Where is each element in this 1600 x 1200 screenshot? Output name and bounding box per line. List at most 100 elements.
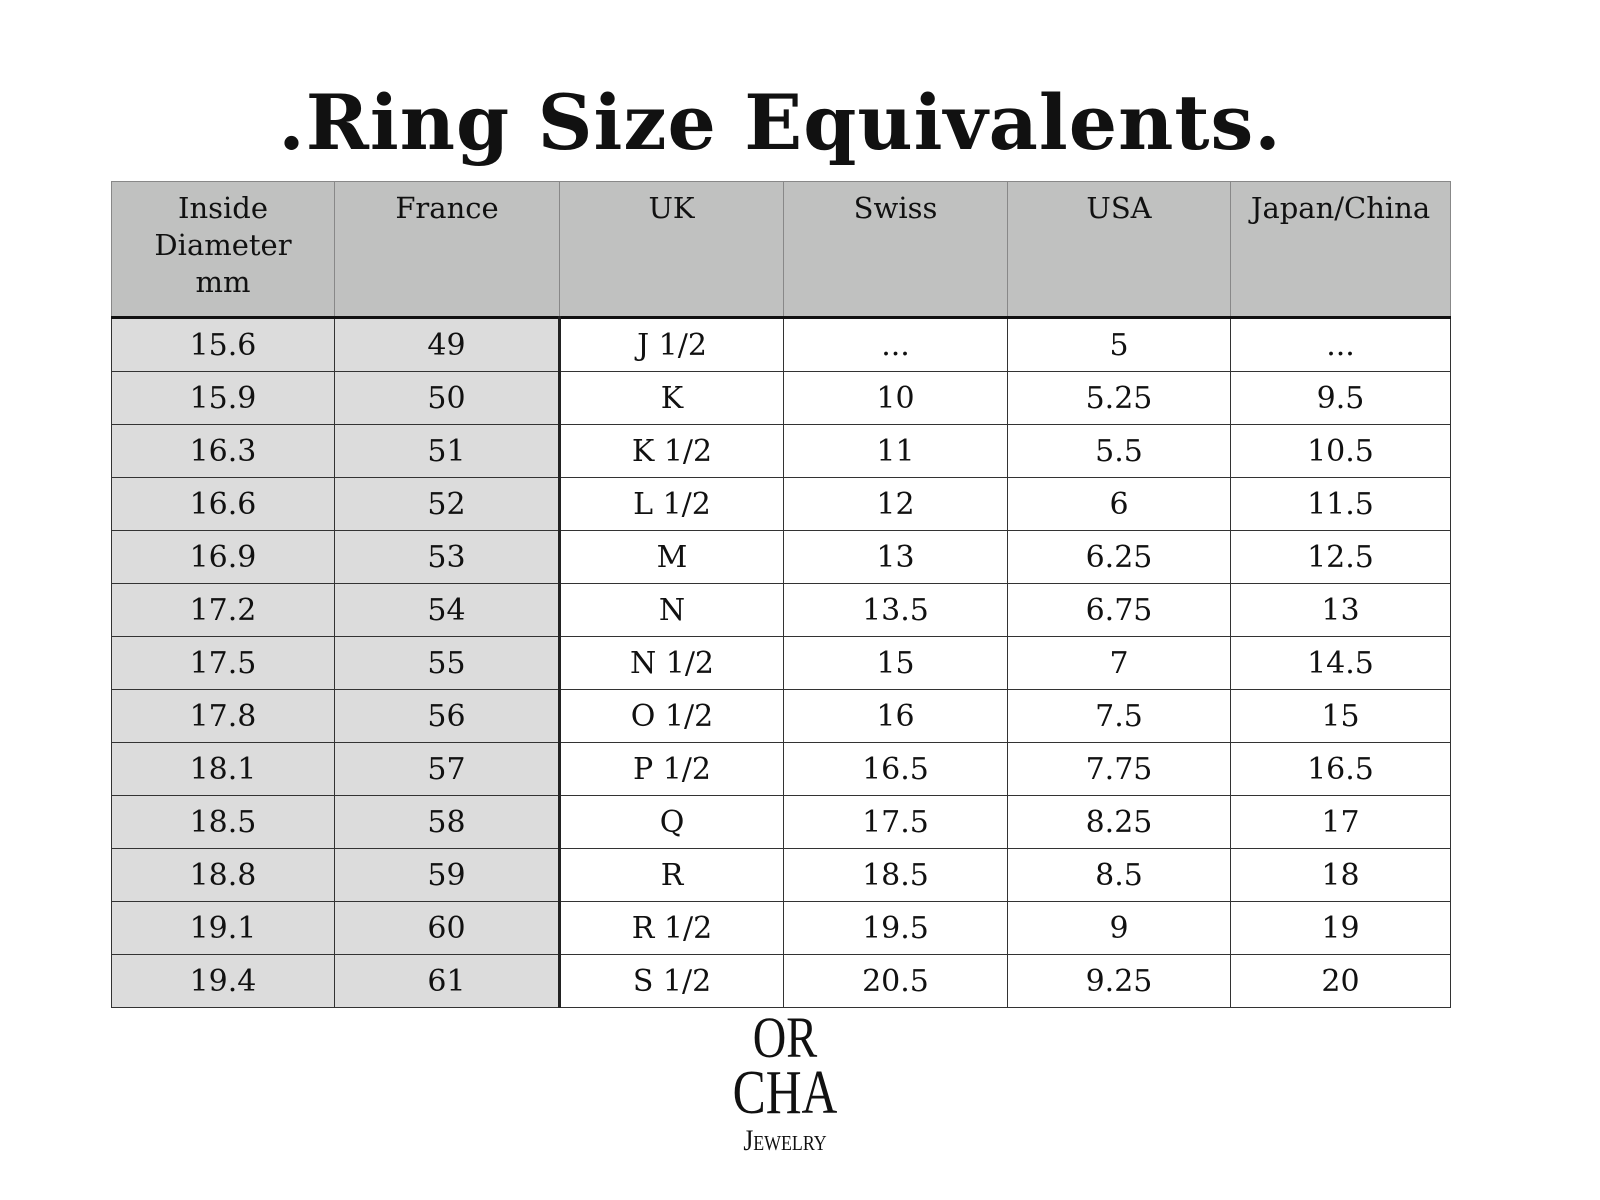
table-cell: 49 xyxy=(334,317,561,372)
table-cell: 10.5 xyxy=(1230,424,1451,478)
table-cell: 6.75 xyxy=(1007,583,1231,637)
table-cell: 5 xyxy=(1007,317,1231,372)
table-cell: R 1/2 xyxy=(559,901,784,955)
table-cell: 16 xyxy=(783,689,1008,743)
table-cell: 19.5 xyxy=(783,901,1008,955)
table-cell: N 1/2 xyxy=(559,636,784,690)
table-row: 18.8 59 R 18.5 8.5 18 xyxy=(111,848,1451,902)
column-header-line: Diameter xyxy=(154,228,292,262)
column-header: Inside Diameter mm xyxy=(111,181,335,318)
table-cell: 18.5 xyxy=(111,795,335,849)
table-row: 15.6 49 J 1/2... 5... xyxy=(111,317,1451,372)
table-cell: 5.5 xyxy=(1007,424,1231,478)
table-row: 17.2 54 N 13.5 6.75 13 xyxy=(111,583,1451,637)
table-cell: 18.1 xyxy=(111,742,335,796)
table-cell: 9.25 xyxy=(1007,954,1231,1008)
table-cell: 20 xyxy=(1230,954,1451,1008)
logo-line-2: CHA xyxy=(732,1059,838,1127)
table-cell: 52 xyxy=(334,477,561,531)
table-cell: S 1/2 xyxy=(559,954,784,1008)
table-cell: 57 xyxy=(334,742,561,796)
header-row: Inside Diameter mm France UK Swiss USA Japan/Ch… xyxy=(111,181,1451,318)
table-cell: 17.2 xyxy=(111,583,335,637)
table-cell: 9.5 xyxy=(1230,371,1451,425)
table-cell: 19 xyxy=(1230,901,1451,955)
table-cell: 14.5 xyxy=(1230,636,1451,690)
table-cell: M xyxy=(559,530,784,584)
table-cell: 50 xyxy=(334,371,561,425)
table-cell: 13.5 xyxy=(783,583,1008,637)
table-row: 19.1 60 R 1/2 19.5 9 19 xyxy=(111,901,1451,955)
table-row: 19.4 61 S 1/2 20.5 9.25 20 xyxy=(111,954,1451,1008)
table-cell: 12.5 xyxy=(1230,530,1451,584)
table-cell: 8.25 xyxy=(1007,795,1231,849)
table-row: 17.8 56 O 1/2 16 7.5 15 xyxy=(111,689,1451,743)
table-row: 15.9 50 K 10 5.25 9.5 xyxy=(111,371,1451,425)
table-cell: 16.5 xyxy=(783,742,1008,796)
table-row: 16.6 52 L 1/2 12 6 11.5 xyxy=(111,477,1451,531)
table-cell: 61 xyxy=(334,954,561,1008)
table-cell: 11 xyxy=(783,424,1008,478)
table-cell: J 1/2 xyxy=(559,317,784,372)
column-header: Swiss xyxy=(783,181,1008,318)
table-row: 18.1 57 P 1/2 16.5 7.75 16.5 xyxy=(111,742,1451,796)
table-row: 16.3 51 K 1/2 11 5.5 10.5 xyxy=(111,424,1451,478)
table-row: 17.5 55 N 1/2 15 7 14.5 xyxy=(111,636,1451,690)
table-cell: 17.5 xyxy=(783,795,1008,849)
table-cell: 17.5 xyxy=(111,636,335,690)
table-cell: 54 xyxy=(334,583,561,637)
table-cell: 19.4 xyxy=(111,954,335,1008)
table-cell: 7.5 xyxy=(1007,689,1231,743)
table-cell: P 1/2 xyxy=(559,742,784,796)
table-cell: N xyxy=(559,583,784,637)
table-cell: 15.9 xyxy=(111,371,335,425)
table-cell: 18.5 xyxy=(783,848,1008,902)
table-cell: 8.5 xyxy=(1007,848,1231,902)
table-cell: 20.5 xyxy=(783,954,1008,1008)
table-cell: 51 xyxy=(334,424,561,478)
table-cell: 56 xyxy=(334,689,561,743)
column-header: UK xyxy=(559,181,784,318)
table-cell: O 1/2 xyxy=(559,689,784,743)
table-cell: 15 xyxy=(783,636,1008,690)
table-cell: ... xyxy=(1230,317,1451,372)
table-cell: 18 xyxy=(1230,848,1451,902)
table-cell: 18.8 xyxy=(111,848,335,902)
table-cell: 59 xyxy=(334,848,561,902)
table-cell: R xyxy=(559,848,784,902)
table-cell: 6.25 xyxy=(1007,530,1231,584)
ring-size-table: Inside Diameter mm France UK Swiss USA Japan/Ch… xyxy=(111,181,1451,1008)
table-cell: 16.9 xyxy=(111,530,335,584)
table-cell: Q xyxy=(559,795,784,849)
table-cell: K xyxy=(559,371,784,425)
table-cell: 15 xyxy=(1230,689,1451,743)
column-header-line: mm xyxy=(195,265,251,299)
table-cell: K 1/2 xyxy=(559,424,784,478)
table-row: 18.5 58 Q 17.5 8.25 17 xyxy=(111,795,1451,849)
table-cell: 55 xyxy=(334,636,561,690)
logo-line-3: Jewelry xyxy=(743,1124,827,1157)
table-cell: 53 xyxy=(334,530,561,584)
column-header: France xyxy=(334,181,560,318)
column-header: Japan/China xyxy=(1230,181,1451,318)
table-cell: 7 xyxy=(1007,636,1231,690)
table-cell: ... xyxy=(783,317,1008,372)
table-cell: 6 xyxy=(1007,477,1231,531)
table-cell: 17.8 xyxy=(111,689,335,743)
table-cell: 58 xyxy=(334,795,561,849)
table-cell: 7.75 xyxy=(1007,742,1231,796)
table-cell: 16.6 xyxy=(111,477,335,531)
table-cell: 60 xyxy=(334,901,561,955)
column-header-line: Inside xyxy=(177,191,269,225)
table-cell: 17 xyxy=(1230,795,1451,849)
table-cell: 13 xyxy=(1230,583,1451,637)
table-cell: 19.1 xyxy=(111,901,335,955)
table-cell: 16.5 xyxy=(1230,742,1451,796)
table-cell: 5.25 xyxy=(1007,371,1231,425)
table-cell: 10 xyxy=(783,371,1008,425)
table-cell: L 1/2 xyxy=(559,477,784,531)
table-row: 16.9 53 M 13 6.25 12.5 xyxy=(111,530,1451,584)
column-header: USA xyxy=(1007,181,1231,318)
logo-line-1: OR xyxy=(752,1005,818,1070)
page-title: .Ring Size Equivalents. xyxy=(278,78,1282,167)
